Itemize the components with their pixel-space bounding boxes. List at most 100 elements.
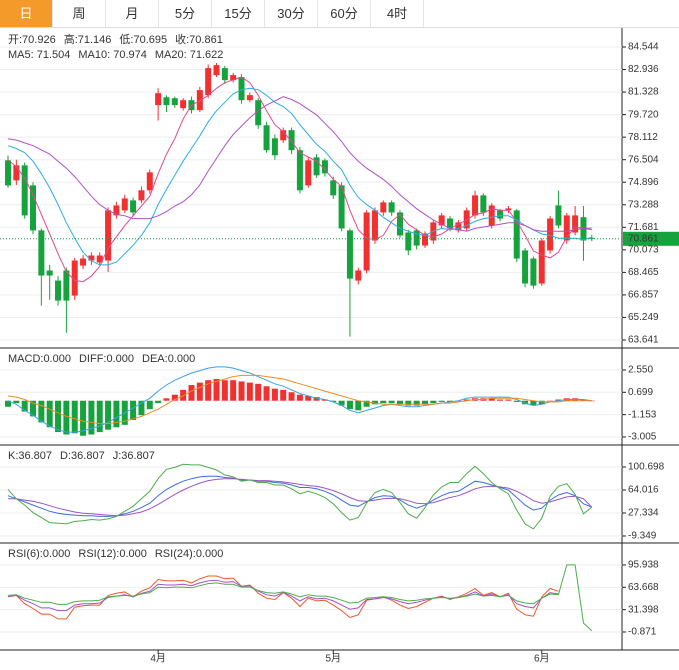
x-tick-label: 5月 [325, 653, 341, 665]
macd-bar [88, 400, 95, 435]
indicator-line [7, 374, 592, 425]
legend-entry: D:36.807 [60, 450, 105, 462]
y-tick-label: 27.334 [628, 508, 659, 519]
macd-bar [146, 400, 153, 410]
macd-bar [96, 400, 103, 433]
tab[interactable]: 30分 [265, 0, 318, 27]
macd-bar [171, 394, 178, 401]
candle-body [455, 222, 462, 231]
macd-bar [405, 400, 412, 406]
candle-body [422, 233, 428, 246]
legend-entry: K:36.807 [8, 450, 52, 462]
candle-body [522, 250, 529, 284]
macd-bar [271, 388, 278, 401]
candle-body [547, 218, 554, 251]
y-tick-label: 70.073 [628, 244, 659, 255]
macd-bar [71, 400, 78, 434]
candle-body [513, 210, 520, 259]
tab[interactable]: 日 [0, 0, 53, 27]
macd-bar [555, 399, 562, 401]
macd-bar [255, 383, 262, 401]
period-tabs: 日 周 月 5分 15分 30分 60分 4时 [0, 0, 679, 28]
macd-bar [138, 400, 145, 416]
macd-bar [55, 400, 62, 433]
legend-entry: MA5: 71.504 [8, 49, 70, 61]
macd-bar [113, 400, 120, 428]
y-tick-label: 95.938 [628, 560, 659, 571]
candle-body [555, 205, 562, 226]
macd-bar [438, 400, 445, 402]
macd-bar [355, 400, 362, 411]
candle-body [388, 202, 395, 213]
macd-bar [363, 400, 370, 407]
candle-body [46, 270, 53, 276]
candle-body [71, 260, 78, 296]
candle-body [530, 258, 537, 286]
macd-bar [38, 400, 45, 423]
macd-bar [13, 400, 20, 404]
y-tick-label: 2.550 [628, 365, 653, 376]
y-tick-label: 78.112 [628, 132, 658, 143]
macd-bar [221, 380, 228, 401]
y-tick-label: -3.005 [628, 432, 657, 443]
x-tick-label: 4月 [150, 653, 166, 665]
candle-body [363, 212, 370, 271]
last-price-label: 70.861 [628, 233, 659, 244]
macd-bar [463, 399, 470, 401]
candle-body [130, 200, 137, 213]
y-tick-label: 63.641 [628, 335, 659, 346]
candle-body [105, 210, 112, 261]
macd-bar [430, 400, 437, 404]
candle-body [480, 195, 487, 213]
macd-bar [413, 400, 420, 406]
tab[interactable]: 周 [53, 0, 106, 27]
candle-body [138, 190, 145, 201]
candle-body [146, 172, 153, 191]
tab[interactable]: 月 [106, 0, 159, 27]
indicator-line [7, 579, 559, 612]
macd-bar [63, 400, 70, 435]
indicator-line [7, 463, 593, 530]
macd-bar [522, 400, 529, 405]
macd-bar [205, 380, 212, 401]
candle-body [346, 230, 353, 279]
macd-bar [447, 400, 454, 402]
macd-bar [130, 400, 137, 421]
candle-body [38, 230, 45, 276]
y-tick-label: 0.699 [628, 387, 653, 398]
macd-bar [188, 385, 195, 401]
tab[interactable]: 5分 [159, 0, 212, 27]
candle-body [330, 180, 337, 196]
legend-entry: RSI(6):0.000 [8, 548, 70, 560]
macd-bar [313, 397, 320, 401]
macd-bar [280, 389, 287, 401]
macd-bar [396, 400, 403, 405]
legend-entry: 开:70.926 [8, 34, 56, 46]
macd-bar [163, 398, 170, 401]
macd-bar [547, 400, 554, 402]
candle-body [80, 258, 87, 266]
candle-body [438, 215, 445, 226]
macd-bar [530, 400, 537, 406]
tab[interactable]: 4时 [371, 0, 424, 27]
macd-bar [296, 394, 303, 401]
candle-body [205, 68, 212, 96]
candle-body [171, 98, 178, 106]
macd-bar [230, 380, 237, 401]
candle-body [288, 130, 295, 151]
tab[interactable]: 60分 [318, 0, 371, 27]
y-tick-label: 65.249 [628, 312, 659, 323]
y-tick-label: 74.896 [628, 177, 659, 188]
tab[interactable]: 15分 [212, 0, 265, 27]
macd-bar [505, 399, 512, 401]
macd-bar [346, 400, 353, 410]
candle-body [21, 165, 28, 216]
macd-bar [21, 400, 28, 412]
y-tick-label: 82.936 [628, 64, 659, 75]
candle-body [380, 202, 387, 213]
candle-body [180, 100, 187, 109]
legend-entry: 低:70.695 [119, 33, 167, 46]
y-tick-label: 81.328 [628, 87, 659, 98]
legend-entry: 收:70.861 [175, 32, 223, 46]
candle-body [355, 270, 362, 281]
